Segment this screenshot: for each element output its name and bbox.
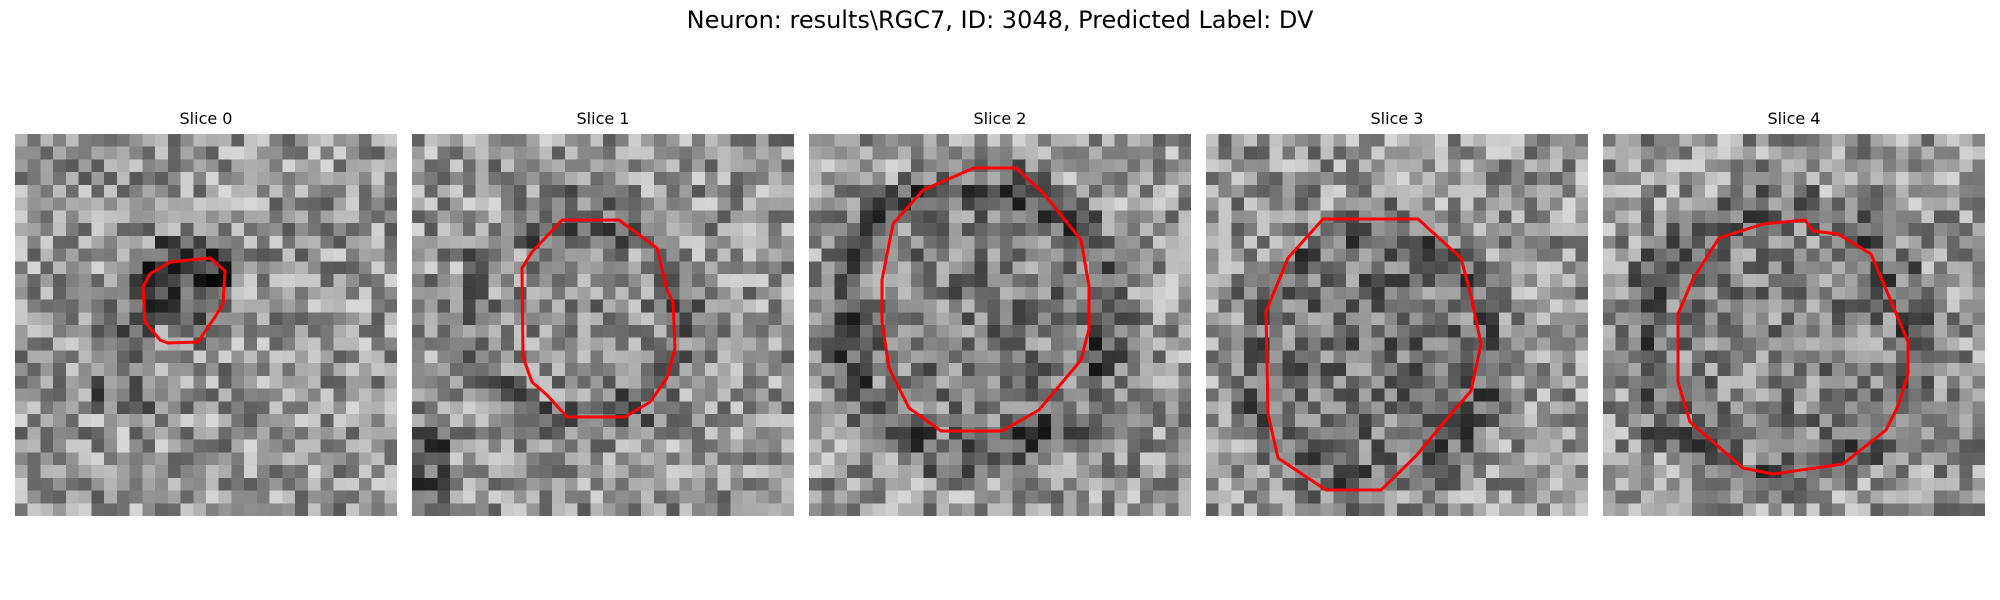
roi-contour bbox=[141, 256, 227, 345]
slice-title: Slice 0 bbox=[179, 109, 233, 128]
slice-panel-3: Slice 3 bbox=[1206, 108, 1588, 516]
roi-contour bbox=[1676, 218, 1910, 476]
slice-image bbox=[1206, 134, 1588, 516]
slice-image bbox=[412, 134, 794, 516]
slice-title: Slice 4 bbox=[1767, 109, 1821, 128]
slice-panel-1: Slice 1 bbox=[412, 108, 794, 516]
slice-image bbox=[809, 134, 1191, 516]
roi-contour bbox=[520, 218, 677, 419]
roi-contour bbox=[880, 166, 1091, 433]
slice-panel-4: Slice 4 bbox=[1603, 108, 1985, 516]
slice-title: Slice 2 bbox=[973, 109, 1027, 128]
slice-title: Slice 1 bbox=[576, 109, 630, 128]
slice-title: Slice 3 bbox=[1370, 109, 1424, 128]
roi-contour bbox=[1264, 217, 1483, 492]
slice-panel-2: Slice 2 bbox=[809, 108, 1191, 516]
slice-panel-0: Slice 0 bbox=[15, 108, 397, 516]
figure-title: Neuron: results\RGC7, ID: 3048, Predicte… bbox=[686, 6, 1314, 34]
slice-image bbox=[15, 134, 397, 516]
slice-image bbox=[1603, 134, 1985, 516]
